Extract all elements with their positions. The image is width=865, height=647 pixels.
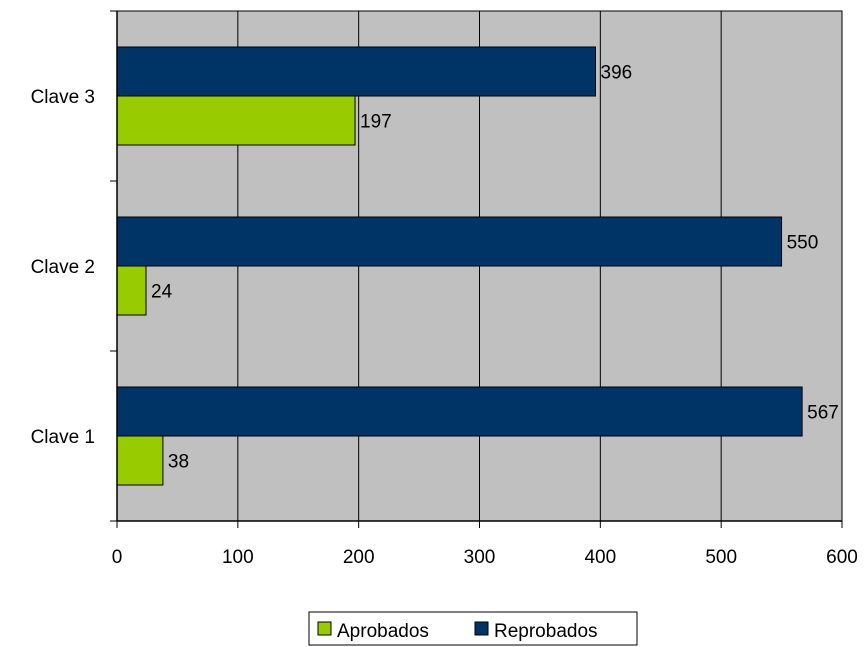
x-tick-label-200: 200 xyxy=(343,547,375,568)
category-label-clave-1: Clave 1 xyxy=(31,427,95,448)
category-labels: Clave 1 Clave 2 Clave 3 xyxy=(31,87,95,448)
legend: Aprobados Reprobados xyxy=(308,611,638,646)
legend-swatch-reprobados xyxy=(474,621,489,636)
legend-label-aprobados: Aprobados xyxy=(337,621,429,642)
data-label-reprobados-clave-1: 567 xyxy=(807,403,839,424)
bar-reprobados-clave-1 xyxy=(116,386,803,437)
x-tick-label-0: 0 xyxy=(112,547,123,568)
x-tick-label-100: 100 xyxy=(222,547,254,568)
x-tick-label-400: 400 xyxy=(584,547,616,568)
data-label-reprobados-clave-2: 550 xyxy=(787,233,819,254)
data-label-aprobados-clave-2: 24 xyxy=(151,282,173,303)
data-label-aprobados-clave-1: 38 xyxy=(168,452,189,473)
bar-reprobados-clave-2 xyxy=(116,216,783,267)
x-tick-label-500: 500 xyxy=(705,547,737,568)
bar-aprobados-clave-3 xyxy=(116,95,356,146)
category-label-clave-3: Clave 3 xyxy=(31,87,95,108)
bar-aprobados-clave-2 xyxy=(116,265,147,316)
bar-aprobados-clave-1 xyxy=(116,435,164,486)
legend-swatch-aprobados xyxy=(317,621,332,636)
category-label-clave-2: Clave 2 xyxy=(31,257,95,278)
data-label-aprobados-clave-3: 197 xyxy=(360,112,392,133)
legend-label-reprobados: Reprobados xyxy=(494,621,598,642)
x-tick-label-600: 600 xyxy=(826,547,858,568)
x-tick-labels: 0 100 200 300 400 500 600 xyxy=(112,547,858,568)
x-tick-label-300: 300 xyxy=(464,547,496,568)
data-label-reprobados-clave-3: 396 xyxy=(601,63,633,84)
data-labels: 567 38 550 24 396 197 xyxy=(151,63,839,473)
axes xyxy=(110,10,843,528)
legend-box xyxy=(308,611,638,646)
bar-reprobados-clave-3 xyxy=(116,46,596,97)
